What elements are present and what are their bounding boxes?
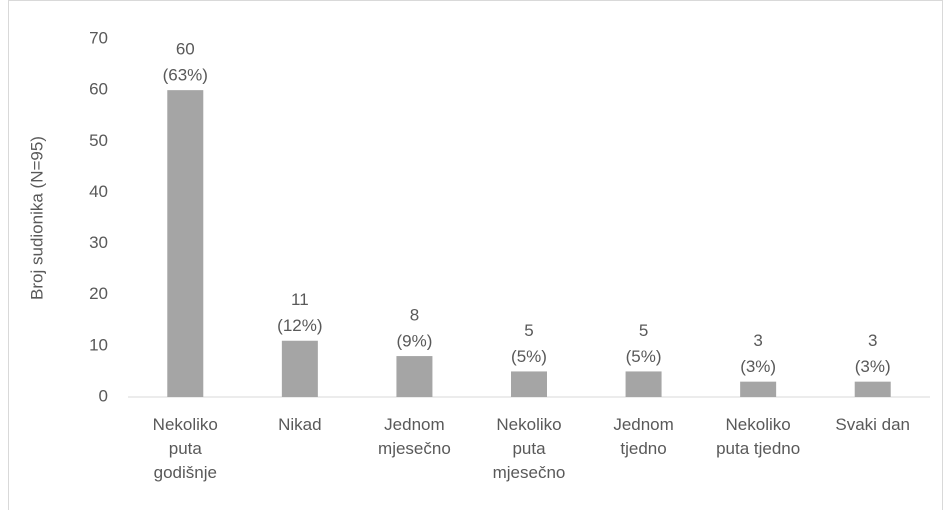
x-tick-label: Nekoliko puta tjedno bbox=[716, 415, 801, 458]
data-label: 8 bbox=[410, 306, 419, 325]
data-label: (5%) bbox=[511, 347, 547, 366]
y-tick-label: 20 bbox=[89, 284, 108, 303]
data-label: 5 bbox=[524, 321, 533, 340]
data-label: (3%) bbox=[740, 357, 776, 376]
y-tick-label: 50 bbox=[89, 131, 108, 150]
data-label: (3%) bbox=[855, 357, 891, 376]
y-tick-label: 70 bbox=[89, 28, 108, 47]
bar bbox=[396, 356, 433, 397]
data-label: 3 bbox=[753, 331, 762, 350]
bar bbox=[167, 90, 204, 398]
x-tick-label: Nikad bbox=[278, 415, 322, 434]
chart-frame bbox=[8, 0, 943, 510]
y-tick-label: 40 bbox=[89, 182, 108, 201]
data-label: 60 bbox=[176, 40, 195, 59]
y-tick-label: 30 bbox=[89, 233, 108, 252]
bar bbox=[625, 371, 662, 397]
y-axis-title: Broj sudionika (N=95) bbox=[27, 136, 46, 300]
data-label: (12%) bbox=[277, 316, 322, 335]
x-tick-label: Nekoliko puta mjesečno bbox=[492, 415, 566, 482]
x-tick-label: Svaki dan bbox=[835, 415, 911, 434]
y-tick-label: 10 bbox=[89, 335, 108, 354]
bar bbox=[854, 381, 891, 397]
data-label: (9%) bbox=[396, 332, 432, 351]
x-tick-label: Nekoliko puta godišnje bbox=[152, 415, 218, 482]
x-tick-label: Jednom tjedno bbox=[613, 415, 674, 458]
y-tick-label: 0 bbox=[99, 386, 108, 405]
data-label: 11 bbox=[291, 290, 309, 309]
data-label: (63%) bbox=[163, 66, 208, 85]
y-tick-label: 60 bbox=[89, 80, 108, 99]
bar bbox=[281, 340, 318, 397]
bar bbox=[740, 381, 777, 397]
x-tick-label: Jednom mjesečno bbox=[378, 415, 451, 458]
data-label: 5 bbox=[639, 321, 648, 340]
bar bbox=[511, 371, 547, 397]
data-label: 3 bbox=[868, 331, 877, 350]
data-label: (5%) bbox=[626, 347, 662, 366]
